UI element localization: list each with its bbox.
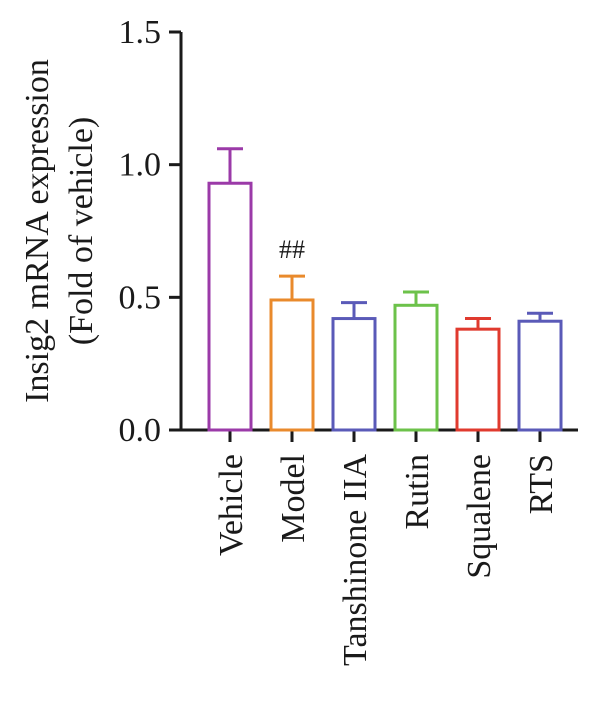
bar-rutin [393,303,439,432]
y-tick-label: 1.5 [119,14,162,51]
bar-model [269,298,315,432]
y-tick-label: 0.5 [119,279,162,316]
x-tick-label: Squalene [461,454,498,579]
x-axis [181,428,578,442]
x-tick-label: Tanshinone IIA [337,454,374,666]
x-tick-label: Rutin [399,454,436,530]
labels: Vehicle Model Tanshinone IIA Rutin Squalene R… [213,235,560,666]
y-axis-label: (Fold of vehicle) [63,117,100,346]
significance-annotation: ## [279,235,305,264]
bars [207,147,563,432]
bar-vehicle [207,181,253,432]
y-tick-label: 1.0 [119,147,162,184]
x-tick-label: RTS [523,454,560,514]
y-axis-label: Insig2 mRNA expression [19,59,56,403]
bar-rts [517,319,563,432]
x-tick-label: Vehicle [213,454,250,556]
bar-squalene [455,327,501,432]
y-axis: 0.0 0.5 1.0 1.5 Insig2 mRNA expression (Fold … [19,14,183,449]
y-tick-label: 0.0 [119,412,162,449]
bar-tanshinone-iia [331,317,377,432]
x-tick-label: Model [275,454,312,543]
